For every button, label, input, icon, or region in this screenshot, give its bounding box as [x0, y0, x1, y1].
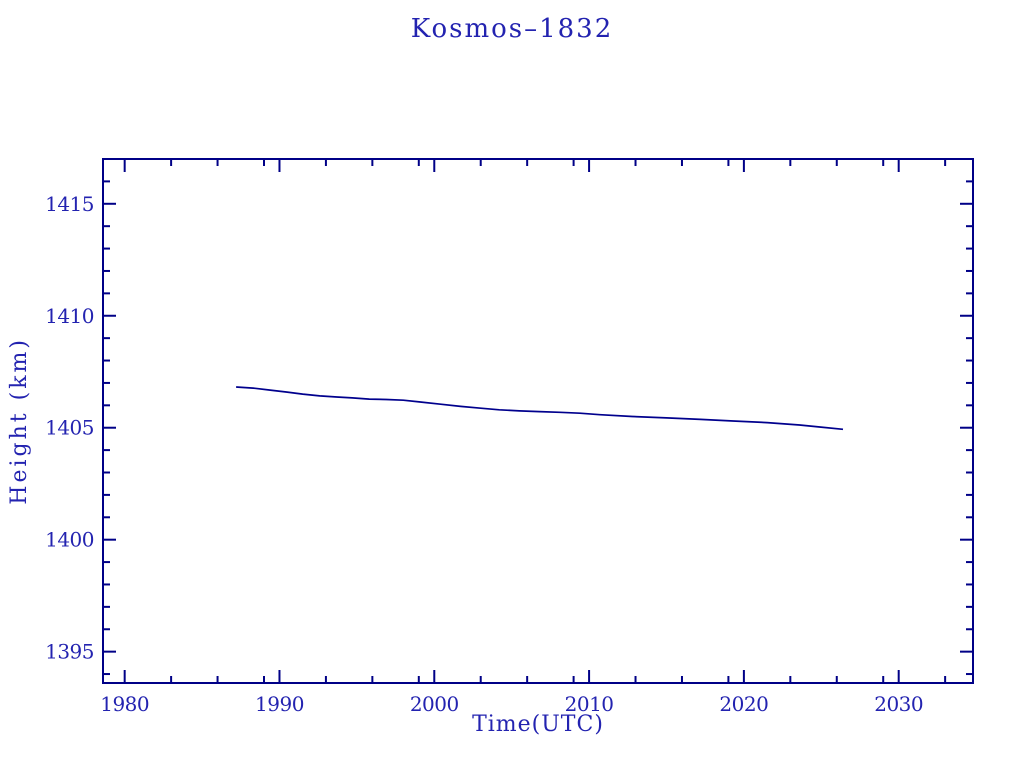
plot-frame: [102, 158, 974, 684]
x-tick-label: 2000: [410, 692, 459, 716]
x-tick-label: 1980: [100, 692, 149, 716]
data-line-orbital-height: [236, 386, 844, 431]
x-tick-label: 2030: [874, 692, 923, 716]
y-tick-label: 1410: [45, 304, 94, 328]
x-axis-label: Time(UTC): [472, 712, 604, 737]
x-tick-label: 1990: [255, 692, 304, 716]
chart-title: Kosmos–1832: [410, 14, 614, 44]
y-tick-label: 1395: [45, 640, 94, 664]
x-tick-label: 2020: [719, 692, 768, 716]
x-tick-label: 2010: [565, 692, 614, 716]
y-tick-label: 1405: [45, 416, 94, 440]
y-tick-label: 1415: [45, 192, 94, 216]
y-tick-label: 1400: [45, 528, 94, 552]
